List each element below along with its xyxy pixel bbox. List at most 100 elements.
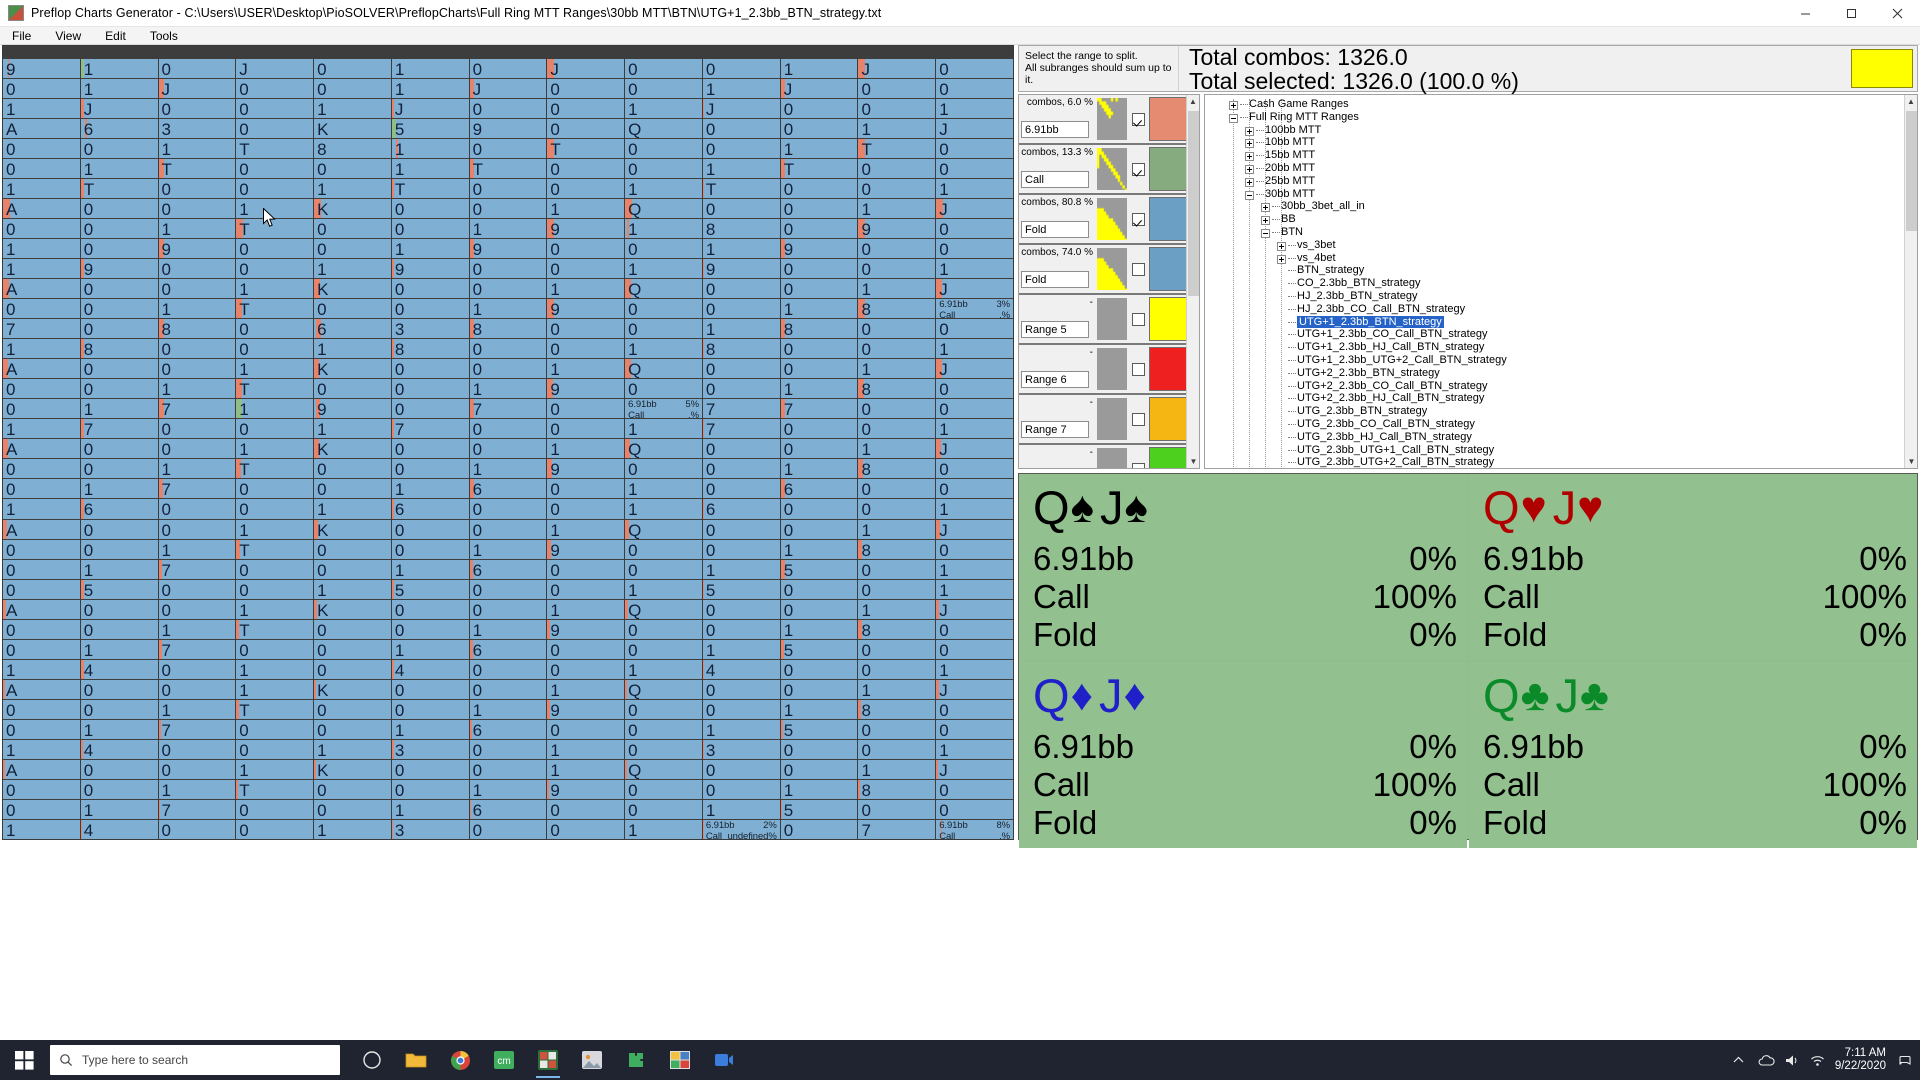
- grid-cell[interactable]: 06.91bbundefined%Callundefined%Foldundef…: [703, 59, 780, 78]
- grid-cell[interactable]: 16.91bb0%Call0%Foldundefined%: [81, 159, 158, 178]
- grid-cell[interactable]: 96.91bb3%Calls%Foldundefined%: [392, 259, 469, 278]
- grid-cell[interactable]: 06.91bbundefined%Callundefined%Foldundef…: [159, 59, 236, 78]
- grid-cell[interactable]: 06.91bbundefined%Callundefined%Foldundef…: [703, 139, 780, 158]
- grid-cell[interactable]: 06.91bbundefined%Callundefined%Foldundef…: [936, 139, 1013, 158]
- grid-cell[interactable]: 16.91bb0%Call0%Foldundefined%: [625, 99, 702, 118]
- grid-cell[interactable]: 16.91bb0%Call0%Foldundefined%: [470, 219, 547, 238]
- grid-cell[interactable]: 06.91bbundefined%Callundefined%Foldundef…: [936, 59, 1013, 78]
- grid-cell[interactable]: 06.91bbundefined%Callundefined%Foldundef…: [470, 59, 547, 78]
- grid-cell[interactable]: 06.91bbundefined%Callundefined%Foldundef…: [625, 239, 702, 258]
- grid-cell[interactable]: 86.91bb4%Call.%Fold8%: [703, 219, 780, 238]
- grid-cell[interactable]: J6.91bbT%Callo%Foldundefined%: [936, 119, 1013, 138]
- grid-cell[interactable]: 06.91bbundefined%Callundefined%Foldundef…: [392, 279, 469, 298]
- grid-cell[interactable]: 16.91bb0%Call0%Foldundefined%: [547, 279, 624, 298]
- grid-cell[interactable]: 96.91bb9%Callundefined%Foldundefined%: [547, 219, 624, 238]
- grid-cell[interactable]: 06.91bbundefined%Callundefined%Foldundef…: [3, 139, 80, 158]
- hand-range-grid[interactable]: A6.91bbA%Callundefined%Foldundefined%56.…: [2, 45, 1014, 840]
- grid-cell[interactable]: 06.91bbundefined%Callundefined%Foldundef…: [547, 79, 624, 98]
- grid-cell[interactable]: 86.91bb1%Call.%Fold4%: [314, 139, 391, 158]
- grid-cell[interactable]: 06.91bbundefined%Callundefined%Foldundef…: [547, 179, 624, 198]
- grid-cell[interactable]: 06.91bbundefined%Callundefined%Foldundef…: [236, 239, 313, 258]
- grid-cell[interactable]: K6.91bb9%Callo%Foldundefined%: [314, 199, 391, 218]
- grid-cell[interactable]: 16.91bb0%Call0%Foldundefined%: [703, 79, 780, 98]
- grid-cell[interactable]: 96.91bb8%Call.%Fold6%: [3, 59, 80, 78]
- grid-cell[interactable]: 06.91bbundefined%Callundefined%Foldundef…: [159, 199, 236, 218]
- grid-cell[interactable]: T6.91bb5%Calls%Foldundefined%: [781, 159, 858, 178]
- grid-cell[interactable]: 96.91bb4%Calls%Foldundefined%: [81, 259, 158, 278]
- grid-cell[interactable]: 16.91bb0%Call0%Foldundefined%: [314, 259, 391, 278]
- grid-cell[interactable]: 06.91bbundefined%Callundefined%Foldundef…: [547, 159, 624, 178]
- grid-cell[interactable]: T6.91bbT%Callundefined%Foldundefined%: [236, 139, 313, 158]
- grid-cell[interactable]: 06.91bbundefined%Callundefined%Foldundef…: [81, 239, 158, 258]
- grid-cell[interactable]: 16.91bb0%Call0%Foldundefined%: [936, 259, 1013, 278]
- grid-cell[interactable]: T6.91bb6%Calls%Foldundefined%: [470, 159, 547, 178]
- grid-cell[interactable]: 16.91bb8%Call.%Fold6%: [392, 139, 469, 158]
- grid-cell[interactable]: T6.91bb8%Calls%Foldundefined%: [858, 139, 935, 158]
- grid-cell[interactable]: 06.91bbundefined%Callundefined%Foldundef…: [781, 99, 858, 118]
- grid-cell[interactable]: 06.91bbundefined%Callundefined%Foldundef…: [470, 279, 547, 298]
- grid-cell[interactable]: 96.91bb8%Calls%Foldundefined%: [858, 219, 935, 238]
- grid-cell[interactable]: 16.91bb0%Call0%Foldundefined%: [3, 99, 80, 118]
- grid-cell[interactable]: 06.91bbundefined%Callundefined%Foldundef…: [159, 179, 236, 198]
- grid-cell[interactable]: 06.91bbundefined%Callundefined%Foldundef…: [858, 179, 935, 198]
- grid-cell[interactable]: 06.91bbundefined%Callundefined%Foldundef…: [625, 159, 702, 178]
- grid-cell[interactable]: 96.91bb4%Call.%Fold4%: [470, 119, 547, 138]
- grid-cell[interactable]: 16.91bb0%Call0%Foldundefined%: [781, 59, 858, 78]
- grid-cell[interactable]: 06.91bbundefined%Callundefined%Foldundef…: [236, 159, 313, 178]
- grid-cell[interactable]: 06.91bbundefined%Callundefined%Foldundef…: [547, 119, 624, 138]
- grid-cell[interactable]: 16.91bb0%Call0%Foldundefined%: [936, 99, 1013, 118]
- grid-cell[interactable]: J6.91bb6%Calls%Foldundefined%: [470, 79, 547, 98]
- grid-cell[interactable]: 16.91bb0%Call0%Foldundefined%: [159, 139, 236, 158]
- grid-cell[interactable]: 06.91bbundefined%Callundefined%Foldundef…: [470, 179, 547, 198]
- grid-cell[interactable]: T6.91bb9%Calls%Foldundefined%: [547, 139, 624, 158]
- grid-cell[interactable]: 06.91bbundefined%Callundefined%Foldundef…: [858, 259, 935, 278]
- grid-cell[interactable]: K6.91bb8%Callo%Foldundefined%: [314, 279, 391, 298]
- grid-cell[interactable]: 56.91bb.%Call6%Foldundefined%: [392, 119, 469, 138]
- grid-cell[interactable]: A6.91bb9%Callo%Foldundefined%: [3, 199, 80, 218]
- grid-cell[interactable]: 06.91bbundefined%Callundefined%Foldundef…: [314, 159, 391, 178]
- grid-cell[interactable]: Q6.91bbT%Callo%Foldundefined%: [625, 119, 702, 138]
- grid-cell[interactable]: 16.91bb0%Call0%Foldundefined%: [314, 99, 391, 118]
- grid-cell[interactable]: 06.91bbundefined%Callundefined%Foldundef…: [236, 99, 313, 118]
- grid-cell[interactable]: 16.91bb0%Call0%Foldundefined%: [159, 219, 236, 238]
- grid-cell[interactable]: 16.91bb0%Call0%Foldundefined%: [392, 59, 469, 78]
- grid-cell[interactable]: J6.91bb9%Calls%Foldundefined%: [547, 59, 624, 78]
- grid-cell[interactable]: J6.91bb3%Calls%Foldundefined%: [392, 99, 469, 118]
- grid-cell[interactable]: 06.91bbundefined%Callundefined%Foldundef…: [547, 99, 624, 118]
- grid-cell[interactable]: 06.91bbundefined%Callundefined%Foldundef…: [936, 79, 1013, 98]
- grid-cell[interactable]: 16.91bb0%Call0%Foldundefined%: [3, 239, 80, 258]
- grid-cell[interactable]: 06.91bbundefined%Callundefined%Foldundef…: [314, 59, 391, 78]
- grid-cell[interactable]: 06.91bbundefined%Callundefined%Foldundef…: [3, 79, 80, 98]
- menu-item-edit[interactable]: Edit: [93, 27, 138, 45]
- grid-cell[interactable]: J6.91bb4%Calls%Foldundefined%: [81, 99, 158, 118]
- grid-cell[interactable]: 06.91bbundefined%Callundefined%Foldundef…: [314, 219, 391, 238]
- grid-cell[interactable]: 96.91bb6%Calls%Foldundefined%: [470, 239, 547, 258]
- grid-cell[interactable]: 96.91bb5%Calls%Foldundefined%: [781, 239, 858, 258]
- grid-cell[interactable]: 06.91bbundefined%Callundefined%Foldundef…: [314, 239, 391, 258]
- grid-cell[interactable]: 06.91bbundefined%Callundefined%Foldundef…: [781, 219, 858, 238]
- grid-cell[interactable]: 06.91bbundefined%Callundefined%Foldundef…: [470, 139, 547, 158]
- grid-cell[interactable]: 16.91bb.%Call4%Foldundefined%: [81, 59, 158, 78]
- close-button[interactable]: [1874, 0, 1920, 27]
- grid-cell[interactable]: 16.91bb0%Call0%Foldundefined%: [703, 239, 780, 258]
- maximize-button[interactable]: [1828, 0, 1874, 27]
- grid-cell[interactable]: A6.91bbT%Callo%Foldundefined%: [3, 119, 80, 138]
- menu-item-view[interactable]: View: [43, 27, 93, 45]
- grid-cell[interactable]: 16.91bb0%Call0%Foldundefined%: [625, 259, 702, 278]
- grid-cell[interactable]: 06.91bbundefined%Callundefined%Foldundef…: [314, 79, 391, 98]
- grid-cell[interactable]: 06.91bbundefined%Callundefined%Foldundef…: [236, 119, 313, 138]
- grid-cell[interactable]: 06.91bbundefined%Callundefined%Foldundef…: [781, 119, 858, 138]
- grid-cell[interactable]: 06.91bbundefined%Callundefined%Foldundef…: [936, 219, 1013, 238]
- grid-cell[interactable]: 96.91bb2%Calls%Foldundefined%: [703, 259, 780, 278]
- grid-cell[interactable]: 06.91bbundefined%Callundefined%Foldundef…: [81, 139, 158, 158]
- grid-cell[interactable]: J6.91bb7%Calls%Foldundefined%: [159, 79, 236, 98]
- grid-cell[interactable]: 16.91bb0%Call0%Foldundefined%: [703, 159, 780, 178]
- grid-cell[interactable]: 16.91bb0%Call0%Foldundefined%: [236, 199, 313, 218]
- grid-cell[interactable]: J6.91bb8%Calls%Foldundefined%: [858, 59, 935, 78]
- grid-cell[interactable]: 16.91bb0%Call0%Foldundefined%: [3, 179, 80, 198]
- minimize-button[interactable]: [1782, 0, 1828, 27]
- grid-cell[interactable]: 06.91bbundefined%Callundefined%Foldundef…: [858, 79, 935, 98]
- grid-cell[interactable]: K6.91bbT%Callo%Foldundefined%: [314, 119, 391, 138]
- grid-cell[interactable]: 06.91bbundefined%Callundefined%Foldundef…: [236, 79, 313, 98]
- grid-cell[interactable]: 16.91bb0%Call0%Foldundefined%: [392, 79, 469, 98]
